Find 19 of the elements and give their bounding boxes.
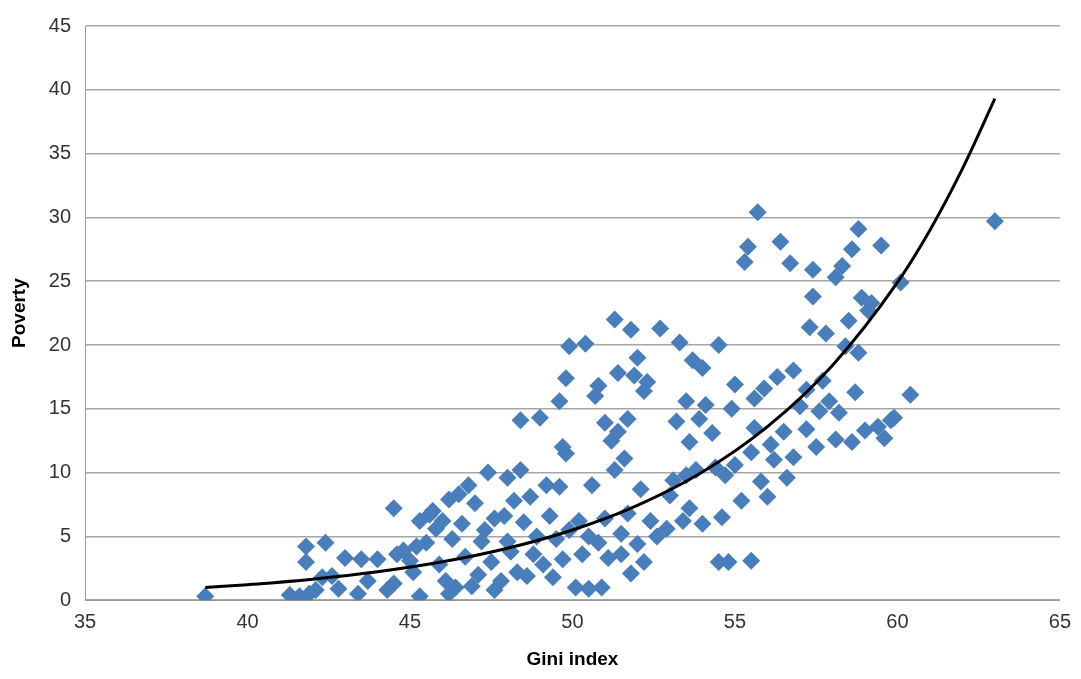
y-tick-label: 5 [59,523,72,546]
y-tick-label: 20 [48,332,72,355]
x-tick-label: 60 [886,609,909,632]
x-tick-label: 50 [561,609,584,632]
x-tick-label: 45 [398,609,422,632]
y-tick-label: 25 [48,268,72,291]
y-tick-label: 35 [48,141,72,164]
x-tick-label: 65 [1048,609,1071,632]
x-tick-label: 55 [723,609,747,632]
y-tick-label: 15 [48,396,72,419]
y-tick-label: 45 [48,13,72,36]
x-tick-label: 40 [236,609,259,632]
y-axis-title: Poverty [7,277,29,348]
x-tick-label: 35 [73,609,97,632]
y-tick-label: 0 [59,587,72,610]
y-tick-label: 30 [48,204,72,227]
y-tick-label: 10 [48,460,72,483]
y-tick-label: 40 [48,77,72,100]
x-axis-title: Gini index [526,647,619,669]
